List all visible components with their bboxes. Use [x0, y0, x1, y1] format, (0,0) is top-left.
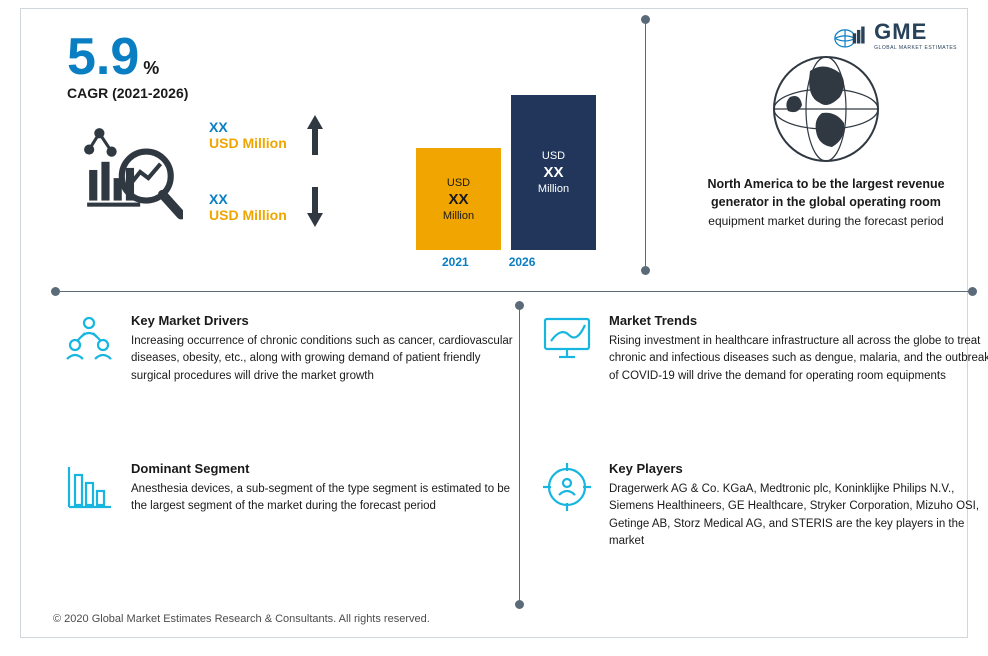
- trends-body: Market Trends Rising investment in healt…: [609, 313, 988, 385]
- bar-2021: USD XX Million: [416, 148, 501, 250]
- cagr-value-row: 5.9%: [67, 31, 188, 83]
- bar-2026-usd: USD: [542, 150, 565, 162]
- xlabel-2026: 2026: [509, 255, 536, 269]
- infographic-frame: GME GLOBAL MARKET ESTIMATES 5.9% CAGR (2…: [20, 8, 968, 638]
- brand-name: GME: [874, 19, 957, 45]
- brand-text-wrap: GME GLOBAL MARKET ESTIMATES: [874, 19, 957, 51]
- divider-vertical-top: [645, 19, 646, 271]
- bar-2026-xx: XX: [543, 164, 563, 181]
- xlabel-2021: 2021: [442, 255, 469, 269]
- estimate-high-xx: XX: [209, 119, 287, 135]
- trend-monitor-icon: [541, 313, 593, 365]
- divider-vertical-bottom: [519, 305, 520, 605]
- estimate-high-row: XX USD Million: [209, 113, 369, 157]
- bar-2021-xx: XX: [448, 191, 468, 208]
- players-text: Dragerwerk AG & Co. KGaA, Medtronic plc,…: [609, 481, 988, 550]
- bar-chart-xlabels: 2021 2026: [416, 255, 606, 269]
- people-network-icon: [63, 313, 115, 365]
- segment-text: Anesthesia devices, a sub-segment of the…: [131, 481, 513, 516]
- brand-logo: GME GLOBAL MARKET ESTIMATES: [834, 19, 957, 51]
- gme-logo-icon: [834, 21, 868, 49]
- drivers-body: Key Market Drivers Increasing occurrence…: [131, 313, 513, 385]
- estimate-low-xx: XX: [209, 191, 287, 207]
- bar-chart-icon: [63, 461, 115, 513]
- estimate-high-text: XX USD Million: [209, 119, 287, 151]
- divider-horizontal: [55, 291, 973, 292]
- brand-tagline: GLOBAL MARKET ESTIMATES: [874, 45, 957, 51]
- players-body: Key Players Dragerwerk AG & Co. KGaA, Me…: [609, 461, 988, 550]
- market-size-bar-chart: USD XX Million USD XX Million 2021 2026: [416, 95, 606, 270]
- players-title: Key Players: [609, 461, 988, 476]
- trends-text: Rising investment in healthcare infrastr…: [609, 333, 988, 385]
- drivers-title: Key Market Drivers: [131, 313, 513, 328]
- estimate-high-unit: USD Million: [209, 135, 287, 151]
- region-line3: equipment market during the forecast per…: [681, 213, 971, 230]
- quadrant-players: Key Players Dragerwerk AG & Co. KGaA, Me…: [541, 461, 988, 550]
- drivers-text: Increasing occurrence of chronic conditi…: [131, 333, 513, 385]
- estimate-low-row: XX USD Million: [209, 185, 369, 229]
- segment-title: Dominant Segment: [131, 461, 513, 476]
- target-person-icon: [541, 461, 593, 513]
- bar-2026-mil: Million: [538, 183, 569, 195]
- regional-highlight: North America to be the largest revenue …: [681, 53, 971, 231]
- globe-icon: [770, 53, 882, 165]
- bar-2026: USD XX Million: [511, 95, 596, 250]
- arrow-down-icon: [305, 185, 325, 229]
- bar-group: USD XX Million USD XX Million: [416, 95, 606, 250]
- segment-body: Dominant Segment Anesthesia devices, a s…: [131, 461, 513, 516]
- region-line1: North America to be the largest revenue: [681, 175, 971, 193]
- bar-2021-usd: USD: [447, 177, 470, 189]
- trends-title: Market Trends: [609, 313, 988, 328]
- arrow-up-icon: [305, 113, 325, 157]
- cagr-value: 5.9: [67, 28, 139, 86]
- market-size-estimates: XX USD Million XX USD Million: [209, 113, 369, 257]
- quadrant-segment: Dominant Segment Anesthesia devices, a s…: [63, 461, 513, 516]
- estimate-low-text: XX USD Million: [209, 191, 287, 223]
- bar-2021-mil: Million: [443, 210, 474, 222]
- quadrant-trends: Market Trends Rising investment in healt…: [541, 313, 988, 385]
- copyright-text: © 2020 Global Market Estimates Research …: [53, 613, 430, 625]
- cagr-label: CAGR (2021-2026): [67, 85, 188, 101]
- quadrant-drivers: Key Market Drivers Increasing occurrence…: [63, 313, 513, 385]
- cagr-percent: %: [143, 58, 159, 78]
- estimate-low-unit: USD Million: [209, 207, 287, 223]
- region-line2: generator in the global operating room: [681, 193, 971, 211]
- market-analysis-icon: [81, 121, 183, 223]
- cagr-block: 5.9% CAGR (2021-2026): [67, 31, 188, 101]
